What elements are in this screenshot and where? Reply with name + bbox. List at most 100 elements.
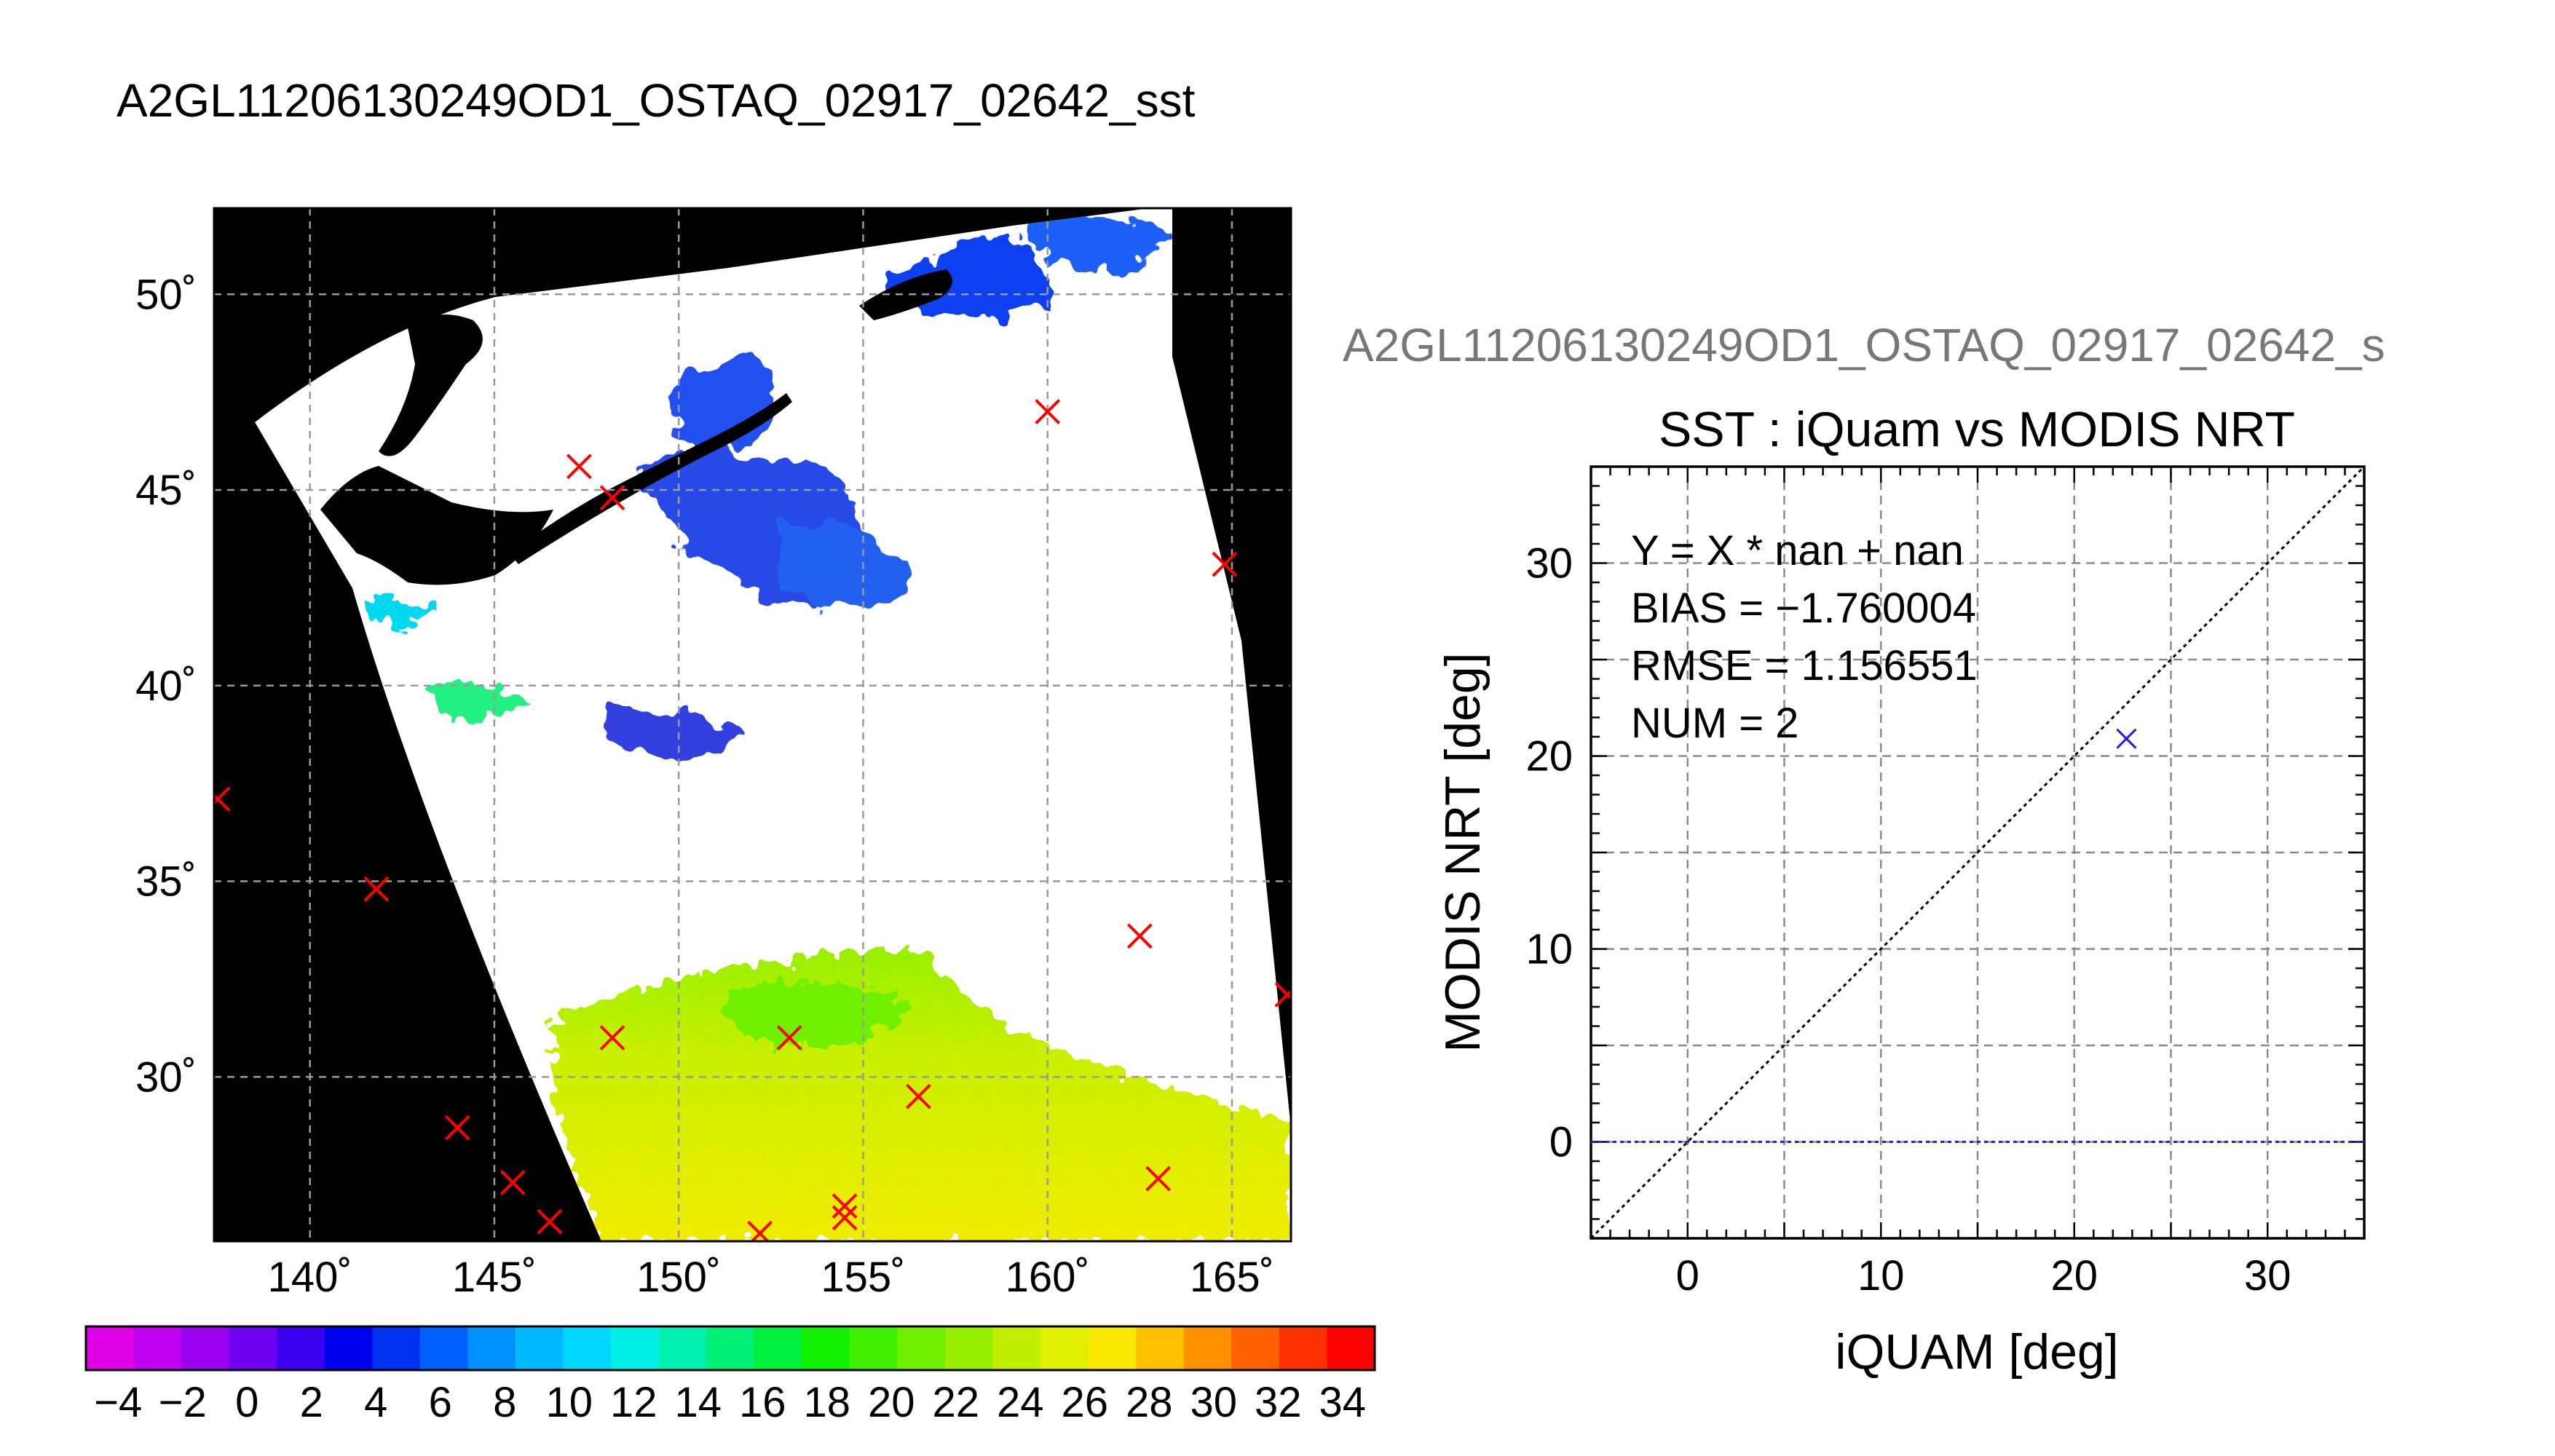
scatter-points: [2116, 728, 2137, 749]
map-lat-label: 30˚: [135, 1053, 197, 1101]
colorbar-cell: [86, 1326, 135, 1370]
marker-stroke-b: [599, 485, 625, 511]
colorbar-cell: [277, 1326, 325, 1370]
scatter-xlabel: iQUAM [deg]: [1835, 1324, 2118, 1380]
colorbar-label: 34: [1319, 1379, 1366, 1426]
colorbar-cell: [945, 1326, 994, 1370]
colorbar-cell: [133, 1326, 182, 1370]
matchup-marker: [599, 485, 625, 511]
colorbar-cell: [1040, 1326, 1089, 1370]
scatter-ytick-label: 30: [1525, 540, 1573, 587]
colorbar-label: 32: [1255, 1379, 1302, 1426]
scatter-stat-line: Y = X * nan + nan: [1631, 527, 1964, 574]
colorbar-cell: [516, 1326, 564, 1370]
scatter-xtick-label: 0: [1676, 1252, 1699, 1299]
cold-sst-region-3: [772, 521, 904, 613]
matchup-marker: [444, 1115, 470, 1141]
land-coast-west: [214, 208, 601, 1241]
colorbar-cell: [802, 1326, 850, 1370]
cold-sst-region-5: [1019, 215, 1165, 277]
map-lon-label: 145˚: [452, 1254, 537, 1301]
marker-stroke-b: [537, 1208, 563, 1235]
colorbar-label: 2: [300, 1379, 323, 1426]
map-lat-label: 35˚: [135, 858, 197, 906]
colorbar-label: 30: [1190, 1379, 1237, 1426]
colorbar-label: 6: [429, 1379, 452, 1426]
scatter-stat-line: RMSE = 1.156551: [1631, 642, 1978, 689]
colorbar-cell: [181, 1326, 230, 1370]
colorbar-label: 28: [1126, 1379, 1173, 1426]
colorbar-label: 4: [364, 1379, 387, 1426]
marker-stroke-b: [599, 1025, 625, 1051]
warm-sst-patch: [726, 981, 910, 1048]
map-lon-label: 160˚: [1006, 1254, 1090, 1301]
cold-sst-region-6: [597, 708, 731, 757]
green-sst-region: [422, 682, 524, 721]
matchup-marker: [499, 1169, 526, 1195]
marker-stroke-b: [906, 1083, 931, 1109]
marker-stroke-b: [566, 454, 592, 480]
colorbar-frame: [84, 1325, 1376, 1372]
map-lat-labels: 30˚ 35˚ 40˚ 45˚ 50˚: [135, 271, 197, 1101]
matchup-marker: [537, 1208, 563, 1235]
matchup-marker: [599, 1025, 625, 1051]
marker-stroke-b: [444, 1115, 470, 1141]
marker-stroke-b: [832, 1205, 858, 1231]
colorbar-cell: [992, 1326, 1041, 1370]
colorbar-label: −4: [94, 1379, 142, 1426]
scatter-xtick-label: 30: [2244, 1252, 2291, 1299]
colorbar-labels: −4 −2 0 2 4 6 8 10 12 14 16 18 20 22 24 26 28 30 32 34: [94, 1379, 1366, 1426]
matchup-marker: [214, 786, 231, 812]
main-title: A2GL11206130249OD1_OSTAQ_02917_02642_sst: [117, 74, 1196, 127]
matchup-markers: [214, 399, 1291, 1241]
colorbar-cell: [1088, 1326, 1137, 1370]
map-lon-label: 140˚: [268, 1254, 352, 1301]
scatter-tick-labels: 0 10 20 30 0 10 20 30: [1525, 540, 2291, 1300]
cyan-sst-region: [364, 595, 437, 628]
matchup-marker: [1274, 981, 1291, 1008]
scatter-xtick-label: 20: [2050, 1252, 2098, 1299]
matchup-marker: [832, 1193, 858, 1219]
colorbar-cell: [229, 1326, 277, 1370]
matchup-marker: [1145, 1166, 1172, 1192]
marker-stroke-b: [499, 1169, 526, 1195]
colorbar-label: 12: [610, 1379, 657, 1426]
colorbar-label: 16: [739, 1379, 786, 1426]
scatter-stat-line: BIAS = −1.760004: [1631, 585, 1976, 632]
marker-stroke-b: [1145, 1166, 1172, 1192]
scatter-point: [2116, 728, 2137, 749]
colorbar-cell: [1279, 1326, 1328, 1370]
map-lon-label: 165˚: [1190, 1254, 1274, 1301]
marker-stroke-b: [363, 876, 390, 902]
matchup-marker: [1212, 551, 1238, 577]
scatter-reference-lines: [1590, 465, 2366, 1240]
colorbar-cell: [324, 1326, 373, 1370]
colorbar-label: 8: [493, 1379, 516, 1426]
matchup-marker: [363, 876, 390, 902]
colorbar-cell: [706, 1326, 755, 1370]
land-kuril-chain: [510, 393, 792, 564]
colorbar-cells: [86, 1326, 1375, 1370]
marker-stroke-b: [1212, 551, 1238, 577]
map-lon-label: 150˚: [636, 1254, 721, 1301]
marker-stroke-b: [1126, 923, 1153, 949]
marker-stroke-b: [776, 1025, 802, 1051]
colorbar-cell: [372, 1326, 421, 1370]
colorbar-cell: [1231, 1326, 1280, 1370]
colorbar-cell: [1327, 1326, 1375, 1370]
colorbar-cell: [658, 1326, 707, 1370]
matchup-marker: [566, 454, 592, 480]
colorbar-label: 18: [803, 1379, 850, 1426]
colorbar-cell: [897, 1326, 946, 1370]
scatter-figure-title: A2GL11206130249OD1_OSTAQ_02917_02642_s: [1343, 319, 2385, 371]
scatter-plot: SST : iQuam vs MODIS NRT Y = X * nan + n…: [1435, 402, 2366, 1380]
scatter-title: SST : iQuam vs MODIS NRT: [1659, 402, 2295, 457]
one-to-one-line: [1590, 465, 2366, 1240]
scatter-stat-line: NUM = 2: [1631, 700, 1798, 747]
marker-stroke-b: [832, 1193, 858, 1219]
swath: [255, 208, 1291, 1241]
map-frame: [213, 207, 1292, 1243]
marker-stroke-b: [1035, 399, 1061, 424]
scatter-ytick-label: 10: [1525, 926, 1573, 973]
